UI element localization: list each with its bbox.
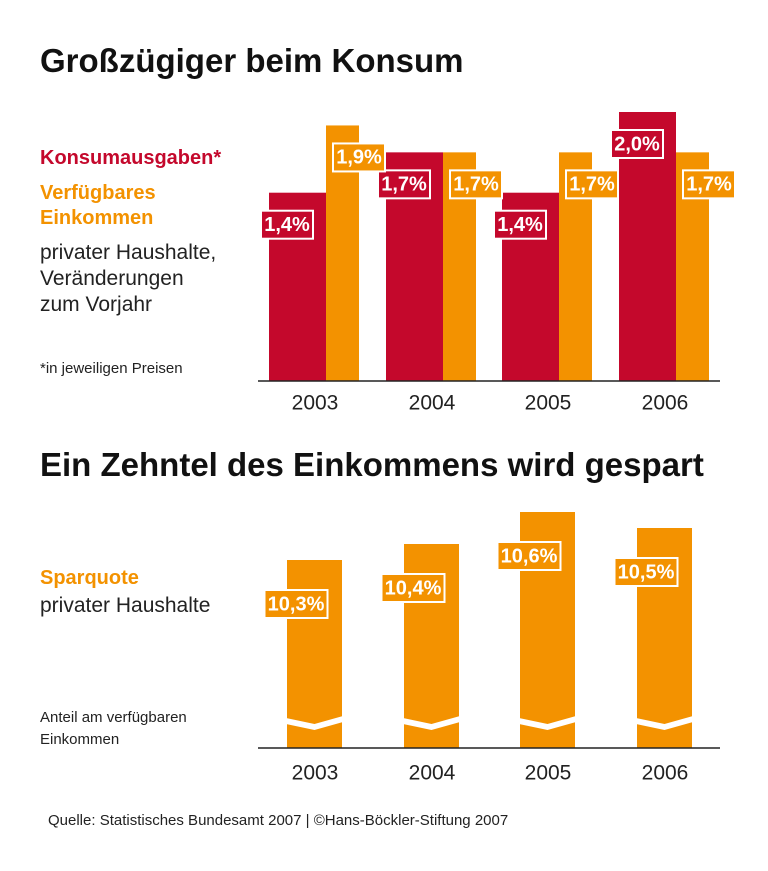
axis-break [519, 716, 576, 730]
value-label: 1,7% [569, 174, 615, 196]
value-label: 1,7% [453, 174, 499, 196]
value-label-box [613, 557, 679, 587]
axis-break [403, 716, 460, 730]
subtitle: privater Haushalte, [40, 241, 217, 264]
value-label-box [610, 129, 664, 159]
axis-break [286, 716, 343, 730]
chart-title: Großzügiger beim Konsum [40, 42, 464, 79]
x-tick-label: 2006 [642, 392, 689, 415]
note: Anteil am verfügbaren Einkommen [40, 709, 187, 748]
value-label: 1,4% [497, 214, 543, 236]
axis-break [636, 716, 693, 730]
x-tick-label: 2003 [292, 762, 339, 785]
value-label-box [332, 142, 386, 173]
value-label-box [565, 169, 619, 200]
value-label-box [263, 589, 329, 619]
x-tick-label: 2004 [409, 762, 456, 785]
value-label: 10,4% [385, 577, 442, 599]
value-label-box [380, 573, 446, 603]
value-label: 1,7% [686, 174, 732, 196]
legend-entry: Verfügbares Einkommen [40, 182, 156, 229]
value-label-box [493, 209, 547, 240]
legend-entry: Sparquote [40, 567, 139, 589]
subtitle: zum Vorjahr [40, 293, 153, 316]
x-tick-label: 2003 [292, 392, 339, 415]
value-label: 10,5% [618, 561, 675, 583]
value-label-box [260, 209, 314, 240]
x-tick-label: 2004 [409, 392, 456, 415]
value-label-box [496, 541, 562, 571]
x-tick-label: 2006 [642, 762, 689, 785]
subtitle: privater Haushalte [40, 594, 211, 617]
x-tick-label: 2005 [525, 762, 572, 785]
value-label-box [682, 169, 736, 200]
x-tick-label: 2005 [525, 392, 572, 415]
value-label-box [377, 169, 431, 200]
value-label: 10,3% [268, 593, 325, 615]
value-label: 2,0% [614, 133, 660, 155]
value-label: 1,4% [264, 214, 310, 236]
value-label: 1,7% [381, 174, 427, 196]
subtitle: Veränderungen [40, 267, 184, 290]
note: *in jeweiligen Preisen [40, 360, 183, 377]
value-label: 10,6% [501, 545, 558, 567]
value-label-box [449, 169, 503, 200]
chart-title: Ein Zehntel des Einkommens wird gespart [40, 446, 704, 483]
source: Quelle: Statistisches Bundesamt 2007 | ©… [48, 812, 509, 829]
value-label: 1,9% [336, 147, 382, 169]
legend-entry: Konsumausgaben* [40, 147, 222, 169]
